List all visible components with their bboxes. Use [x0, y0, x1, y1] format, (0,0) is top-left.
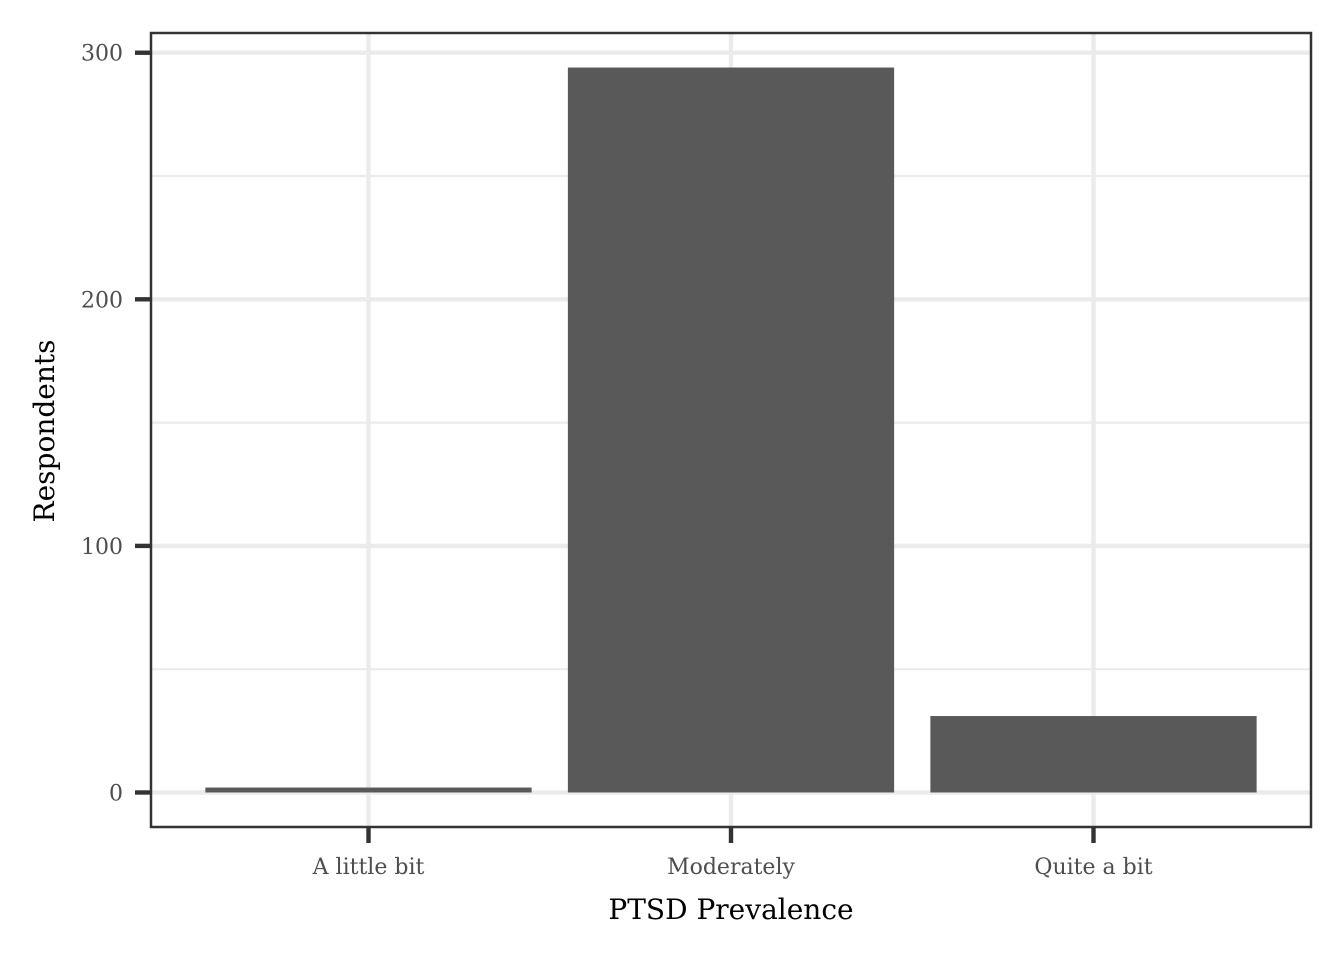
y-tick-label: 300 — [81, 42, 123, 67]
x-tick-label: Quite a bit — [1034, 855, 1152, 880]
x-tick-label: Moderately — [667, 855, 795, 880]
bar-moderately — [567, 67, 895, 793]
bars — [205, 67, 1257, 793]
bar-quite-a-bit — [930, 716, 1257, 793]
y-tick-label: 200 — [81, 288, 123, 313]
bar-a-little-bit — [205, 787, 532, 793]
x-axis-title: PTSD Prevalence — [608, 893, 853, 926]
y-tick-label: 0 — [109, 781, 123, 806]
y-tick-label: 100 — [81, 535, 123, 560]
y-axis-title: Respondents — [28, 340, 61, 523]
x-tick-label: A little bit — [312, 855, 425, 880]
axis-ticks: 0 100 200 300 A little bit Moderately Quite a … — [81, 42, 1153, 880]
